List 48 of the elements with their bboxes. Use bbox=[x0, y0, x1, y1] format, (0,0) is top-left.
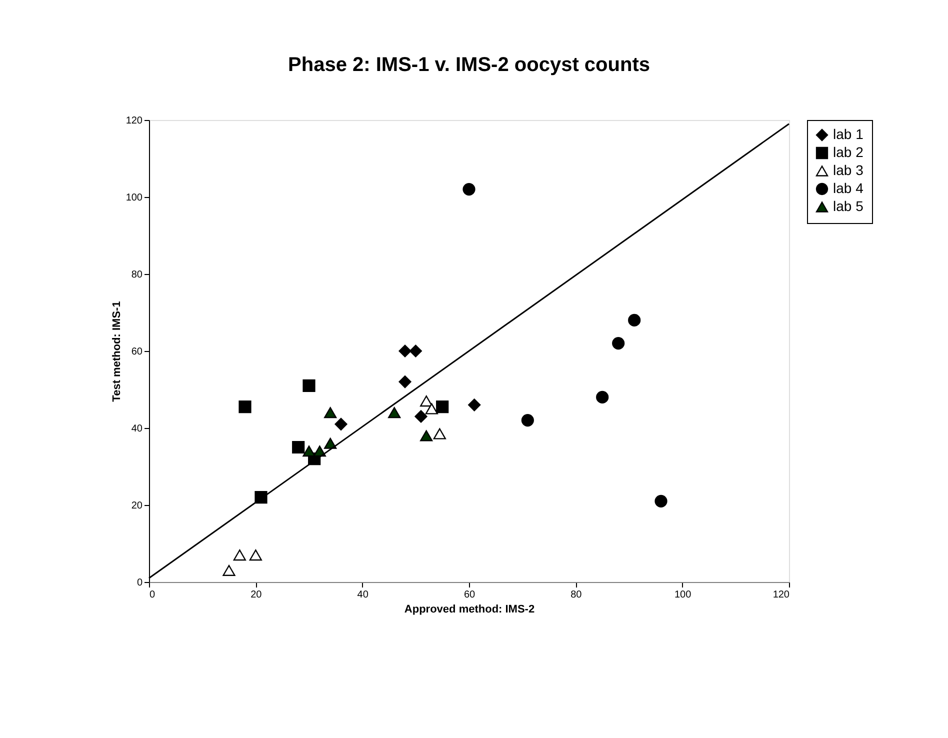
legend-label: lab 3 bbox=[833, 162, 864, 178]
point bbox=[238, 400, 252, 414]
legend-label: lab 4 bbox=[833, 180, 864, 196]
x-tick-label: 0 bbox=[150, 590, 156, 600]
point bbox=[222, 564, 236, 576]
point bbox=[233, 550, 246, 561]
chart-title: Phase 2: IMS-1 v. IMS-2 oocyst counts bbox=[288, 54, 650, 76]
y-tick-label: 60 bbox=[131, 346, 143, 358]
point bbox=[249, 550, 262, 561]
point bbox=[462, 183, 476, 196]
point bbox=[654, 494, 668, 508]
legend-label: lab 1 bbox=[833, 126, 864, 142]
y-tick-label: 120 bbox=[126, 116, 143, 126]
x-tick-label: 80 bbox=[570, 590, 582, 600]
point bbox=[468, 398, 481, 412]
x-tick-label: 20 bbox=[250, 590, 262, 600]
y-tick-label: 100 bbox=[126, 192, 143, 204]
point bbox=[334, 418, 348, 430]
x-tick-label: 40 bbox=[357, 590, 369, 600]
legend-label: lab 2 bbox=[833, 144, 864, 160]
point bbox=[420, 430, 433, 442]
y-tick-label: 80 bbox=[131, 270, 143, 280]
point bbox=[324, 407, 337, 418]
y-tick-label: 0 bbox=[136, 578, 143, 588]
x-tick-label: 120 bbox=[772, 590, 790, 600]
y-tick-label: 20 bbox=[131, 500, 143, 512]
point bbox=[414, 410, 428, 423]
x-tick-label: 100 bbox=[674, 590, 692, 600]
point bbox=[596, 390, 609, 404]
y-axis-title: Test method: IMS-1 bbox=[110, 301, 123, 402]
point bbox=[398, 376, 412, 388]
point bbox=[409, 344, 422, 358]
y-tick-label: 40 bbox=[131, 424, 143, 434]
x-axis-title: Approved method: IMS-2 bbox=[404, 604, 535, 616]
point bbox=[420, 396, 433, 407]
point bbox=[612, 337, 625, 350]
point bbox=[521, 414, 534, 427]
point bbox=[388, 407, 401, 418]
legend-label: lab 5 bbox=[833, 198, 864, 214]
point bbox=[324, 438, 337, 449]
point bbox=[302, 379, 316, 392]
point bbox=[436, 400, 449, 414]
point bbox=[398, 344, 412, 358]
point bbox=[292, 440, 305, 454]
x-tick-label: 60 bbox=[464, 590, 476, 600]
point bbox=[425, 403, 438, 414]
point bbox=[433, 428, 446, 440]
point bbox=[628, 314, 641, 326]
